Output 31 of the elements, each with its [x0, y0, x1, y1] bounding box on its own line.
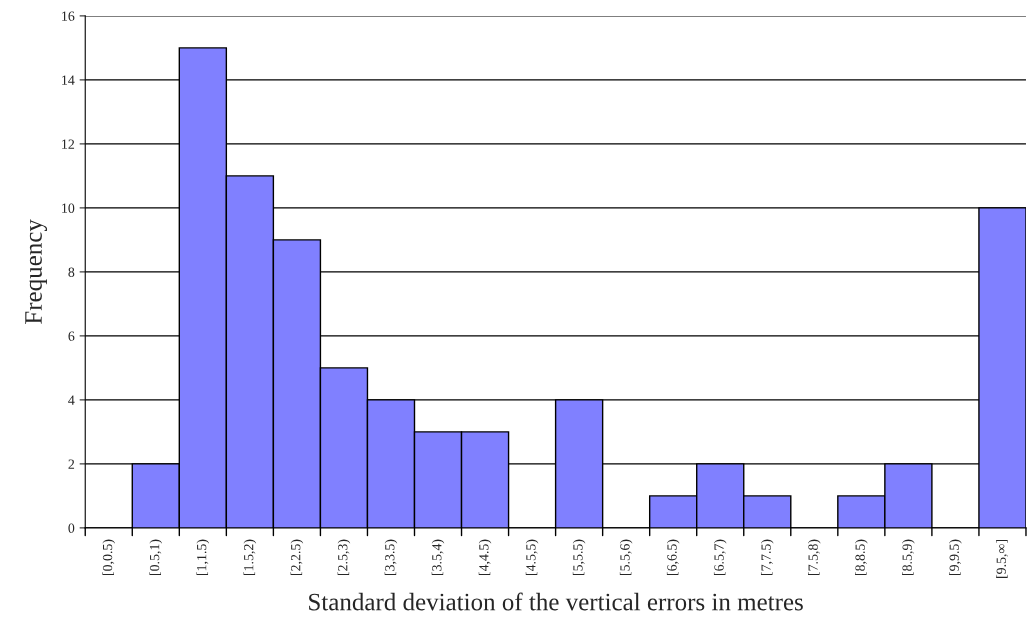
- y-tick-label: 16: [62, 11, 75, 21]
- x-tick-label: [8,8.5): [855, 539, 868, 575]
- x-tick-label: [9.5,∞]: [996, 540, 1008, 578]
- x-tick-label: [6,6.5): [666, 539, 680, 575]
- x-tick-label: [0.5,1): [149, 539, 163, 575]
- x-tick-label: [4.5,5): [525, 539, 539, 575]
- y-tick-label: 12: [62, 139, 75, 149]
- x-tick-label: [6.5,7): [713, 539, 727, 575]
- x-tick-label: [2,2.5): [290, 539, 304, 575]
- y-tick-label: 14: [62, 75, 75, 85]
- x-tick-label: [7.5,8): [808, 539, 821, 575]
- y-tick-label: 0: [68, 523, 75, 533]
- y-tick-label: 2: [68, 459, 75, 469]
- x-tick-label: [2.5,3): [337, 539, 351, 575]
- y-tick-label: 10: [62, 203, 75, 213]
- y-tick-label: 6: [68, 331, 75, 341]
- x-tick-label: [7,7.5): [760, 539, 774, 575]
- x-tick-label: [8.5,9): [902, 539, 915, 575]
- y-tick-label: 4: [68, 395, 75, 405]
- y-tick-label: 8: [68, 267, 75, 277]
- x-tick-label: [0,0.5): [102, 539, 116, 575]
- x-tick-label: [3.5,4): [431, 539, 445, 575]
- x-tick-label: [5.5,6): [619, 539, 633, 575]
- x-tick-label: [1.5,2): [243, 539, 257, 575]
- x-axis-title: Standard deviation of the vertical errors in metres: [309, 592, 803, 611]
- x-tick-label: [3,3.5): [384, 539, 398, 575]
- x-tick-label: [9,9.5): [949, 539, 962, 575]
- y-axis-title: Frequency: [25, 219, 48, 324]
- x-tick-label: [1,1.5): [196, 539, 210, 575]
- x-tick-label: [5,5.5): [572, 539, 586, 575]
- x-tick-label: [4,4.5): [478, 539, 492, 575]
